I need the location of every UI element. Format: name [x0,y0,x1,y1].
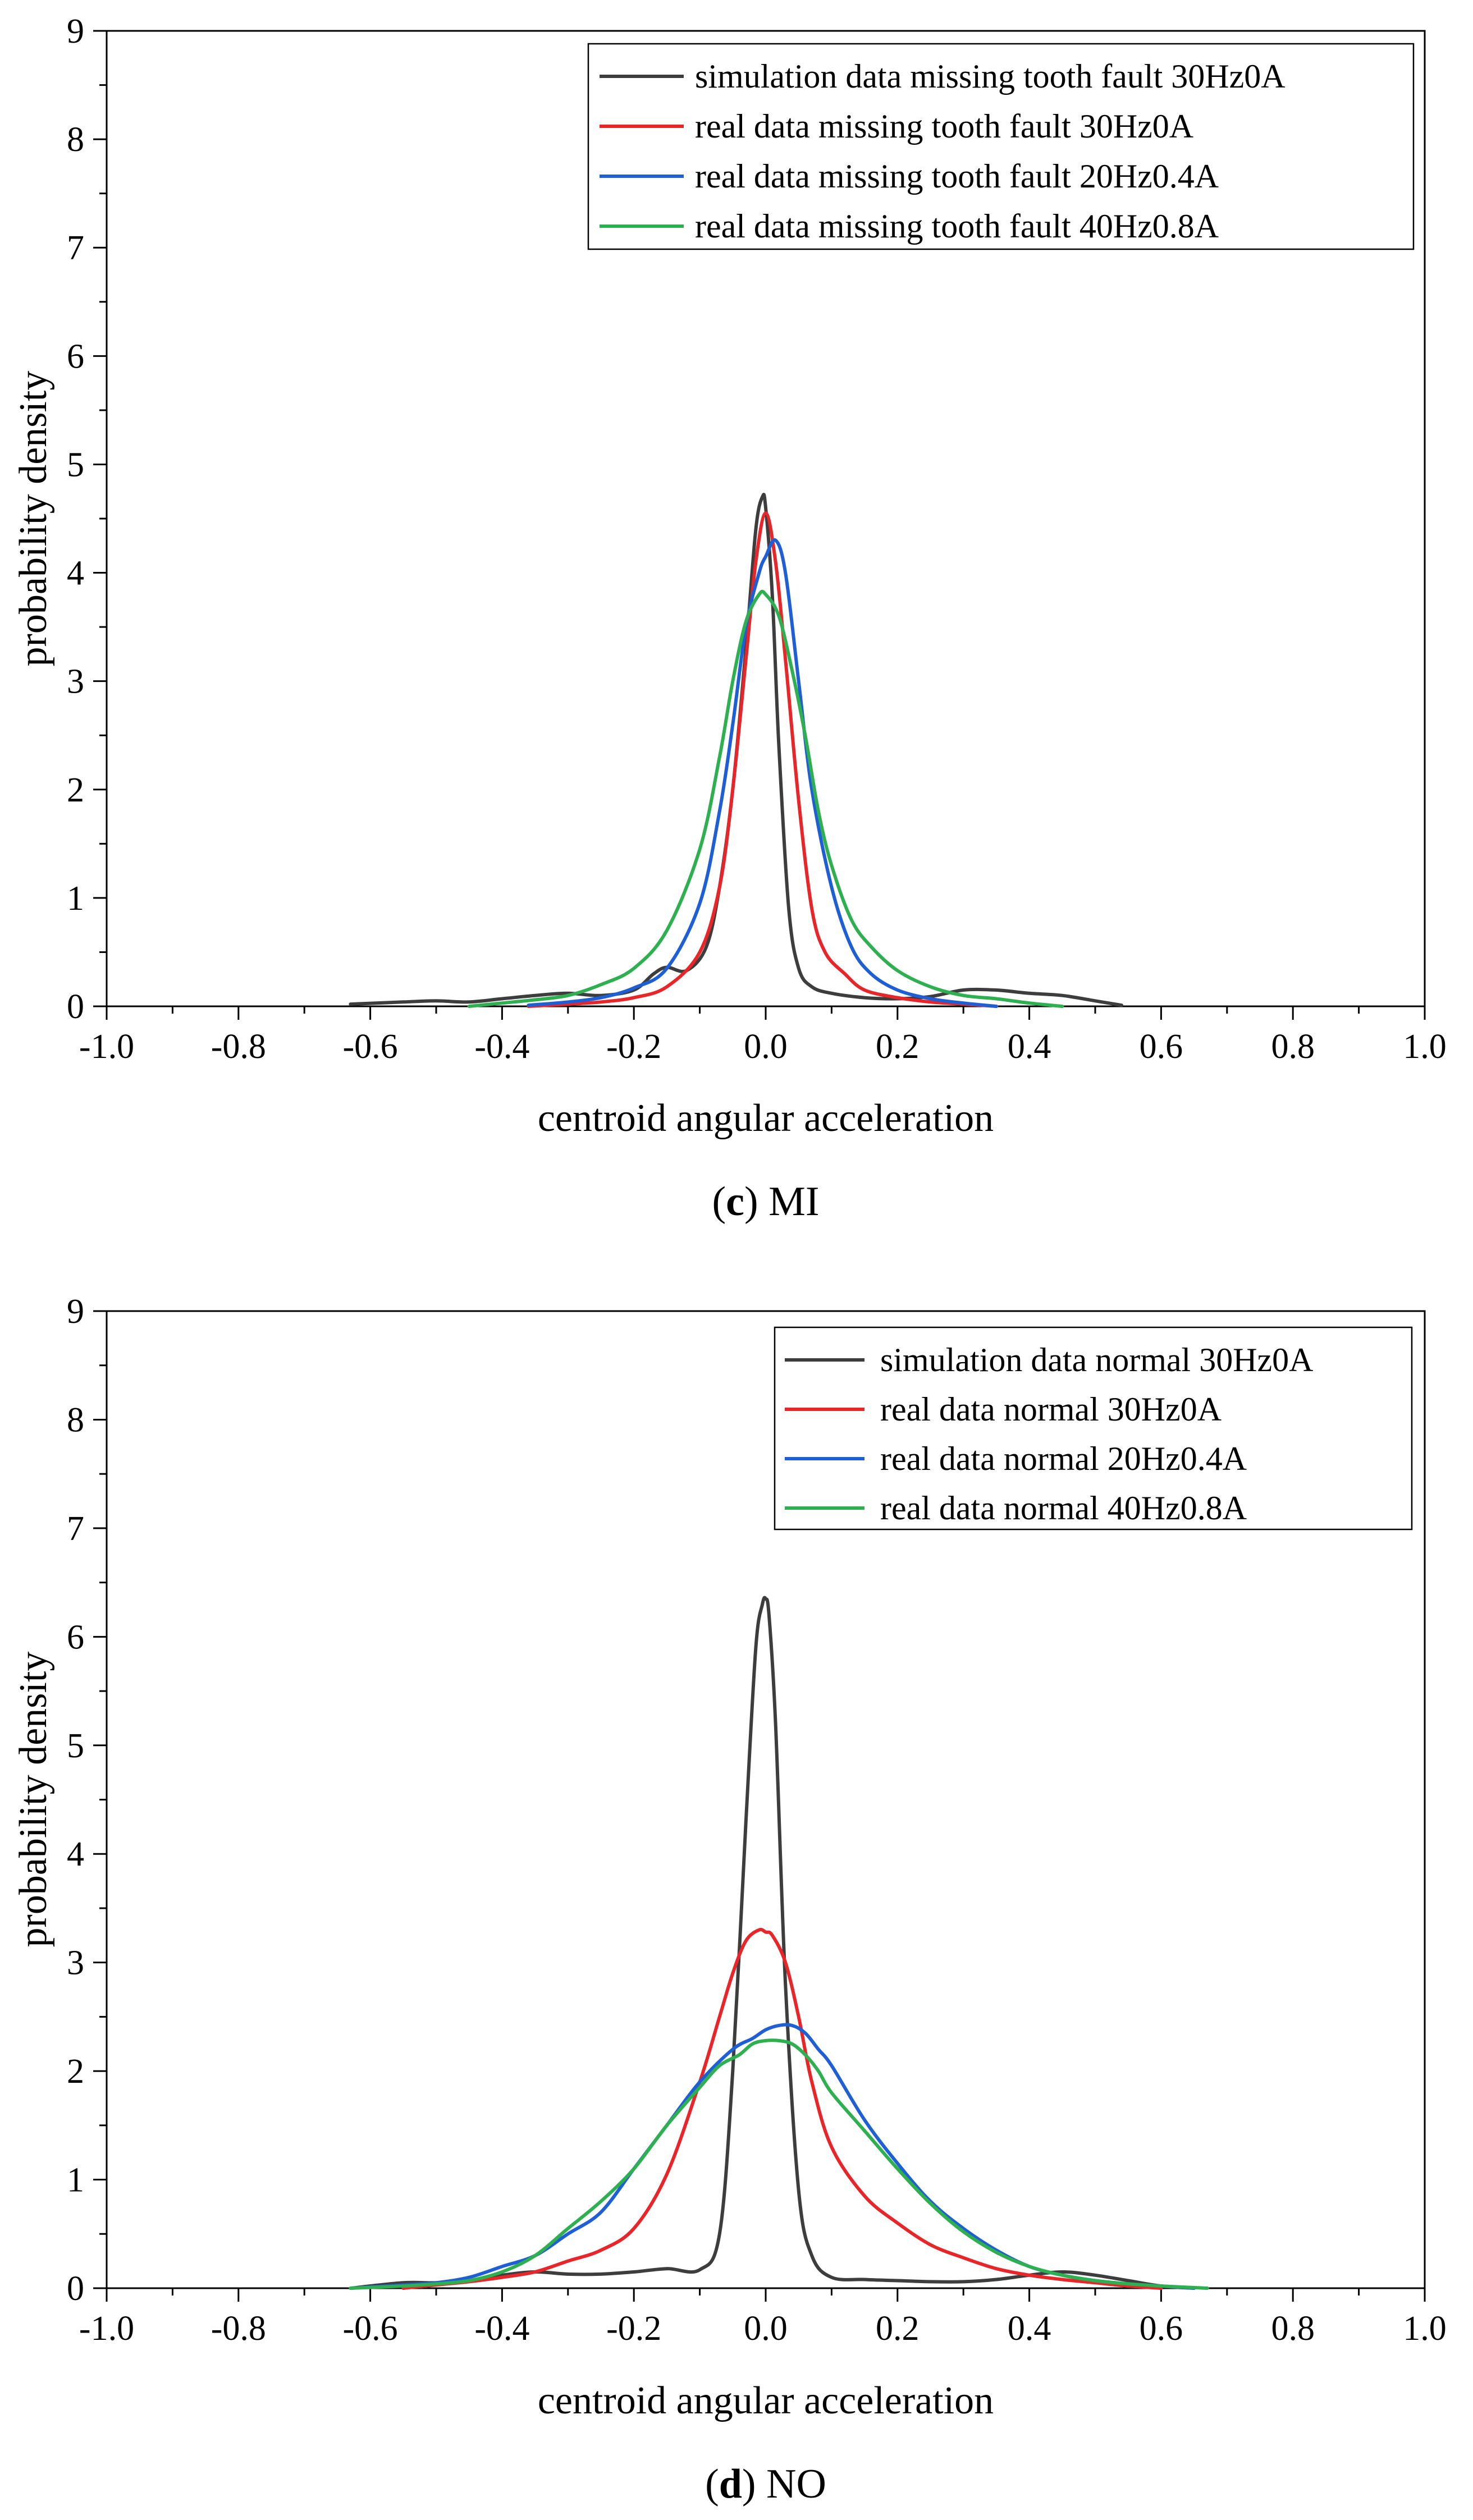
caption-open-paren: ( [712,1179,726,1225]
y-tick-label: 6 [67,1618,84,1656]
y-tick-label: 5 [67,1727,84,1765]
caption-close-paren: ) [742,2461,756,2507]
x-tick-label: 0.6 [1140,1028,1183,1066]
x-tick-label: 0.2 [876,2310,920,2348]
legend-items: simulation data normal 30Hz0A real data n… [785,1341,1314,1527]
x-tick-label: 1.0 [1403,1028,1447,1066]
legend-label-1: simulation data missing tooth fault 30Hz… [695,58,1286,95]
y-tick-label: 3 [67,1944,84,1982]
caption-letter: d [719,2461,742,2507]
x-tick-label: -0.8 [211,1028,266,1066]
chart-panel-c: -1.0 -0.8 -0.6 -0.4 -0.2 0.0 0.2 0.4 0.6 0.8 1.0 0… [12,12,1447,1225]
legend-label-4: real data normal 40Hz0.8A [880,1490,1247,1527]
caption-space [756,2461,767,2507]
legend-label-4: real data missing tooth fault 40Hz0.8A [695,208,1219,245]
legend-label-3: real data normal 20Hz0.4A [880,1440,1247,1477]
y-tick-label: 1 [67,879,84,918]
x-tick-label: -0.6 [343,1028,398,1066]
y-tick-label: 8 [67,1401,84,1439]
y-tick-label: 0 [67,2270,84,2308]
x-axis-label: centroid angular acceleration [538,2379,994,2422]
y-tick-label: 7 [67,1510,84,1548]
x-tick-label: 0.0 [744,2310,788,2348]
panel-caption: (c) MI [712,1179,819,1225]
legend: simulation data normal 30Hz0A real data n… [774,1326,1413,1531]
y-tick-label: 2 [67,2052,84,2091]
series-lines [349,493,1123,1008]
y-axis-ticks: 0 1 2 3 4 5 6 7 8 9 [67,12,107,1026]
y-tick-label: 9 [67,12,84,51]
caption-name: NO [766,2461,826,2507]
x-tick-label: -0.4 [474,1028,529,1066]
x-axis-ticks: -1.0 -0.8 -0.6 -0.4 -0.2 0.0 0.2 0.4 0.6 0.8 1.0 [79,2288,1447,2348]
x-tick-label: 0.4 [1008,2310,1051,2348]
series-line-2 [527,511,998,1008]
x-tick-label: -1.0 [79,2310,134,2348]
legend-items: simulation data missing tooth fault 30Hz… [600,58,1286,245]
series-line-1 [349,1596,1196,2290]
legend-label-2: real data normal 30Hz0A [880,1391,1222,1428]
chart-panel-d: -1.0 -0.8 -0.6 -0.4 -0.2 0.0 0.2 0.4 0.6 0.8 1.0 0… [12,1293,1447,2507]
y-tick-label: 4 [67,1835,84,1873]
legend-box [587,43,1415,250]
x-tick-label: 0.6 [1140,2310,1183,2348]
x-tick-label: 1.0 [1403,2310,1447,2348]
series-lines [349,1596,1209,2290]
panel-caption: (d) NO [705,2461,826,2507]
y-tick-label: 3 [67,663,84,701]
x-tick-label: -0.4 [474,2310,529,2348]
x-axis-ticks: -1.0 -0.8 -0.6 -0.4 -0.2 0.0 0.2 0.4 0.6 0.8 1.0 [79,1006,1447,1066]
x-tick-label: -0.2 [606,2310,661,2348]
legend: simulation data missing tooth fault 30Hz… [587,43,1415,250]
x-tick-label: 0.2 [876,1028,920,1066]
y-tick-label: 4 [67,555,84,593]
y-axis-label: probability density [12,1652,55,1948]
x-tick-label: -0.2 [606,1028,661,1066]
caption-letter: c [726,1179,744,1225]
series-line-3 [527,538,998,1008]
legend-label-3: real data missing tooth fault 20Hz0.4A [695,158,1219,195]
caption-space [758,1179,769,1225]
legend-label-2: real data missing tooth fault 30Hz0A [695,108,1193,145]
x-tick-label: -1.0 [79,1028,134,1066]
x-tick-label: 0.8 [1271,1028,1315,1066]
y-tick-label: 8 [67,121,84,159]
y-tick-label: 7 [67,229,84,267]
caption-close-paren: ) [744,1179,758,1225]
legend-label-1: simulation data normal 30Hz0A [880,1341,1314,1378]
caption-open-paren: ( [705,2461,719,2507]
y-tick-label: 6 [67,337,84,375]
series-line-4 [349,2038,1209,2290]
y-tick-label: 9 [67,1293,84,1331]
y-axis-ticks: 0 1 2 3 4 5 6 7 8 9 [67,1293,107,2308]
y-tick-label: 0 [67,988,84,1026]
x-axis-label: centroid angular acceleration [538,1097,994,1140]
x-tick-label: 0.8 [1271,2310,1315,2348]
x-tick-label: 0.0 [744,1028,788,1066]
x-tick-label: -0.6 [343,2310,398,2348]
y-tick-label: 2 [67,771,84,809]
x-tick-label: 0.4 [1008,1028,1051,1066]
y-axis-label: probability density [12,371,55,667]
y-tick-label: 1 [67,2161,84,2200]
x-tick-label: -0.8 [211,2310,266,2348]
series-line-2 [401,1927,1163,2290]
legend-box [774,1326,1413,1531]
series-line-4 [467,589,1064,1008]
caption-name: MI [768,1179,819,1225]
y-tick-label: 5 [67,446,84,484]
